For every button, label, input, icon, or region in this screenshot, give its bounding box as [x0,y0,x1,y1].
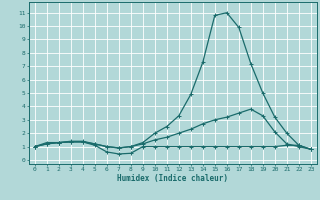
X-axis label: Humidex (Indice chaleur): Humidex (Indice chaleur) [117,174,228,183]
